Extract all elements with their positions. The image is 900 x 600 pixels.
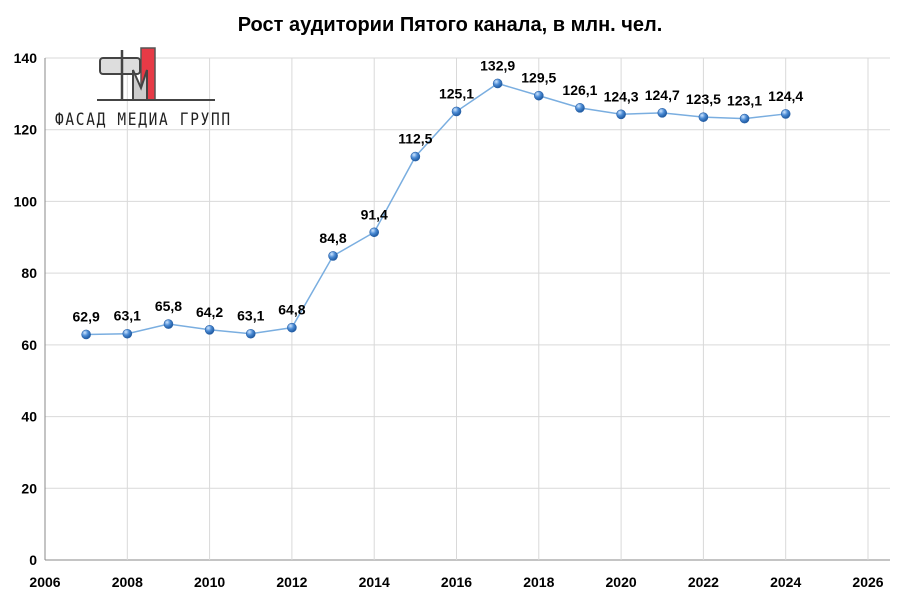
data-label: 123,1: [727, 93, 762, 109]
y-tick-label: 80: [21, 265, 37, 281]
data-point: [780, 109, 791, 119]
data-label: 62,9: [73, 308, 100, 324]
x-tick-label: 2026: [852, 574, 883, 590]
data-point: [657, 108, 668, 118]
data-label: 129,5: [521, 70, 556, 86]
y-tick-label: 0: [29, 552, 37, 568]
data-point: [492, 78, 503, 89]
data-label: 112,5: [398, 131, 432, 147]
x-tick-label: 2024: [770, 574, 801, 590]
data-label: 64,2: [196, 304, 223, 320]
y-tick-label: 20: [21, 480, 37, 496]
data-label: 84,8: [319, 230, 346, 246]
data-point: [410, 151, 421, 162]
data-point: [451, 106, 462, 117]
x-tick-label: 2020: [606, 574, 637, 590]
data-label: 91,4: [361, 206, 388, 222]
data-label: 124,7: [645, 87, 680, 103]
x-tick-label: 2008: [112, 574, 143, 590]
data-point: [575, 103, 585, 113]
data-label: 125,1: [439, 85, 474, 101]
data-point: [287, 322, 297, 333]
data-label: 64,8: [278, 302, 305, 318]
y-tick-label: 60: [21, 337, 37, 353]
data-point: [369, 227, 380, 238]
data-point: [698, 112, 709, 122]
x-tick-label: 2010: [194, 574, 225, 590]
y-tick-label: 100: [14, 193, 38, 209]
data-point: [739, 113, 750, 124]
data-label: 123,5: [686, 91, 721, 107]
data-label: 65,8: [155, 298, 182, 314]
x-tick-label: 2016: [441, 574, 472, 590]
data-point: [616, 109, 626, 120]
series-line: [86, 82, 786, 336]
data-point: [533, 90, 544, 101]
x-tick-label: 2022: [688, 574, 719, 590]
data-label: 132,9: [480, 57, 515, 73]
data-point: [81, 329, 91, 340]
data-label: 124,3: [604, 88, 639, 104]
data-label: 124,4: [768, 88, 803, 104]
data-point: [328, 251, 338, 261]
y-tick-label: 120: [14, 122, 38, 138]
y-tick-label: 40: [21, 409, 37, 425]
data-point: [204, 324, 215, 335]
data-point: [122, 328, 133, 339]
x-tick-label: 2014: [359, 574, 390, 590]
chart-title: Рост аудитории Пятого канала, в млн. чел…: [237, 14, 663, 36]
data-point: [163, 319, 174, 329]
data-label: 126,1: [562, 82, 597, 98]
logo-mark: [97, 47, 215, 101]
x-tick-label: 2006: [29, 574, 60, 590]
x-tick-label: 2018: [523, 574, 554, 590]
x-tick-label: 2012: [276, 574, 307, 590]
data-label: 63,1: [237, 308, 264, 324]
data-point: [245, 328, 256, 339]
logo: ФАСАД МЕДИА ГРУПП: [55, 40, 230, 140]
data-label: 63,1: [114, 308, 141, 324]
logo-text: ФАСАД МЕДИА ГРУПП: [55, 110, 232, 130]
y-tick-label: 140: [14, 50, 38, 66]
